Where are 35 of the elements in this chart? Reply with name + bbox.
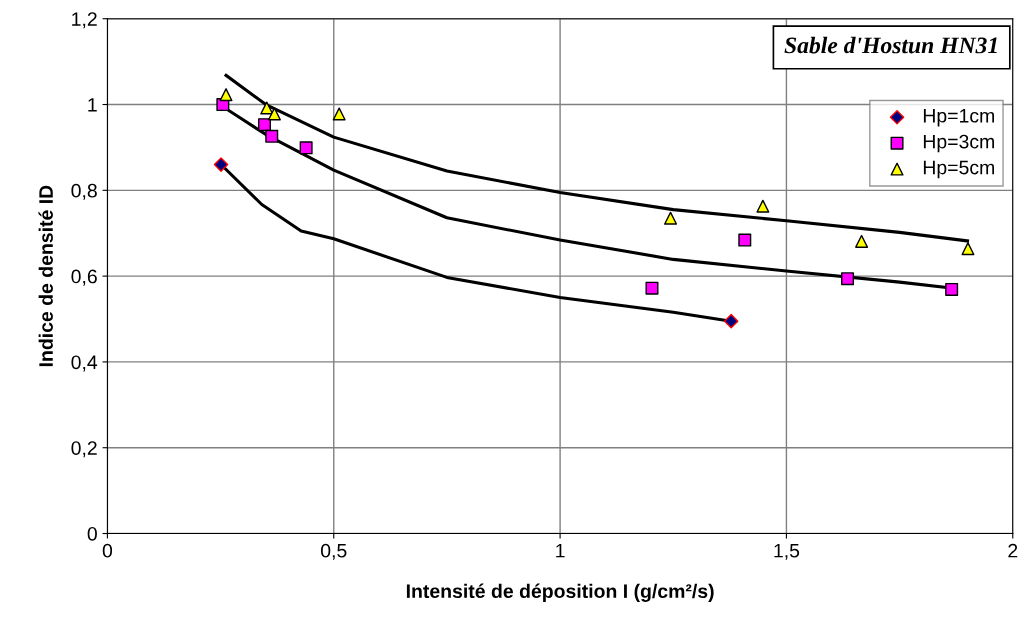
x-tick-label: 1 bbox=[556, 543, 565, 558]
y-axis-title: Indice de densité ID bbox=[38, 185, 53, 367]
x-tick-label: 2 bbox=[1008, 543, 1018, 558]
y-tick-label: 1 bbox=[88, 98, 97, 112]
x-tick-label: 0 bbox=[102, 543, 113, 558]
point bbox=[260, 101, 274, 115]
y-tick-label: 0,2 bbox=[71, 441, 97, 458]
point bbox=[841, 272, 855, 286]
point bbox=[265, 129, 279, 143]
y-tick-label: 0,4 bbox=[71, 355, 98, 372]
y-tick-label: 1,2 bbox=[72, 12, 97, 29]
legend-label: Hp=5cm bbox=[923, 160, 994, 179]
point bbox=[756, 199, 770, 213]
point bbox=[664, 211, 678, 225]
point bbox=[723, 313, 739, 329]
point bbox=[213, 157, 229, 172]
legend-label: Hp=3cm bbox=[923, 134, 994, 153]
point bbox=[299, 141, 313, 155]
text: Sable d'Hostun HN31 bbox=[784, 36, 997, 54]
point bbox=[219, 88, 233, 102]
y-tick-label: 0 bbox=[87, 526, 97, 541]
point bbox=[855, 234, 869, 248]
point bbox=[332, 107, 346, 121]
point bbox=[945, 282, 959, 296]
point bbox=[267, 107, 281, 121]
x-tick-label: 1,5 bbox=[774, 543, 800, 560]
point bbox=[645, 281, 659, 295]
point bbox=[961, 242, 975, 256]
point bbox=[738, 233, 752, 247]
y-tick-label: 0,6 bbox=[71, 269, 97, 286]
x-tick-label: 0,5 bbox=[321, 543, 347, 560]
y-tick-label: 0,8 bbox=[71, 183, 97, 200]
point bbox=[257, 118, 271, 132]
x-axis-title: Intensité de déposition I (g/cm²/s) bbox=[406, 583, 714, 602]
legend-label: Hp=1cm bbox=[923, 109, 994, 127]
